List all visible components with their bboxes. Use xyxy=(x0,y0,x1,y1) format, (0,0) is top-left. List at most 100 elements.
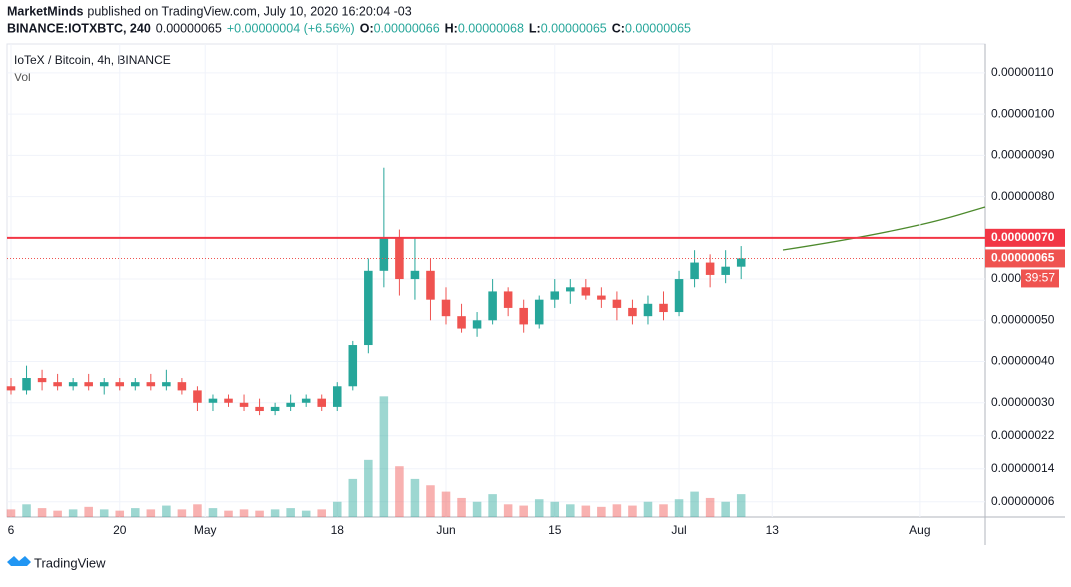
ohlc-label: C: xyxy=(612,21,625,35)
x-tick-label: 13 xyxy=(766,523,780,537)
volume-bar xyxy=(68,509,78,517)
volume-bar xyxy=(628,505,637,517)
volume-bar xyxy=(146,509,156,517)
volume-bar xyxy=(6,509,16,517)
candle-body xyxy=(612,299,622,308)
volume-bar xyxy=(690,491,699,517)
volume-bar xyxy=(379,396,389,517)
volume-bar xyxy=(566,504,575,517)
volume-bar xyxy=(426,485,435,517)
candle-body xyxy=(721,266,730,275)
candle-body xyxy=(395,237,404,280)
volume-bar xyxy=(612,504,622,517)
volume-bar xyxy=(99,509,109,517)
x-tick-label: 20 xyxy=(113,523,127,537)
y-tick-label: 0.00000030 xyxy=(991,395,1055,409)
candle-body xyxy=(177,382,187,391)
candle-body xyxy=(115,382,125,387)
volume-bar xyxy=(224,510,233,517)
candle-body xyxy=(224,398,233,403)
volume-bar xyxy=(131,508,140,517)
candle-body xyxy=(131,382,140,387)
y-tick-label: 0.00000014 xyxy=(991,461,1055,475)
ohlc-value: 0.00000068 xyxy=(458,21,524,35)
candle-body xyxy=(457,316,466,329)
candle-body xyxy=(68,382,78,387)
candle-body xyxy=(84,382,93,387)
volume-bar xyxy=(177,509,187,517)
volume-bar xyxy=(193,504,202,517)
volume-bar xyxy=(581,505,591,517)
candle-body xyxy=(364,270,373,346)
y-tick-label: 0.00000090 xyxy=(991,148,1055,162)
countdown-tag xyxy=(1021,269,1059,288)
volume-bar xyxy=(534,499,544,517)
symbol-row: BINANCE:IOTXBTC, 240 0.00000065 +0.0000000… xyxy=(7,21,691,35)
volume-bar xyxy=(441,491,451,517)
volume-bar xyxy=(674,499,684,517)
y-tick-label: 0.00000040 xyxy=(991,354,1055,368)
symbol: BINANCE:IOTXBTC, 240 xyxy=(7,21,151,35)
volume-bar xyxy=(550,501,560,517)
candle-body xyxy=(581,287,591,296)
x-tick-label: Jun xyxy=(436,523,455,537)
candle-body xyxy=(317,398,326,407)
candle-body xyxy=(208,398,218,403)
candle-body xyxy=(286,402,295,407)
candle-body xyxy=(53,382,62,387)
grid xyxy=(7,44,985,517)
candle-body xyxy=(162,382,171,387)
y-tick-label: 0.00000110 xyxy=(991,65,1054,79)
ohlc-value: 0.00000065 xyxy=(625,21,691,35)
x-tick-label: Aug xyxy=(909,523,930,537)
candle-body xyxy=(705,262,715,275)
volume-bar xyxy=(270,509,280,517)
volume-bar xyxy=(301,510,311,517)
volume-bar xyxy=(162,505,171,517)
volume-bar xyxy=(643,501,653,517)
candle-body xyxy=(426,270,435,300)
volume-bar xyxy=(721,501,730,517)
candle-body xyxy=(332,386,342,407)
candle-body xyxy=(379,237,389,271)
candle-body xyxy=(534,299,544,325)
candle-body xyxy=(301,398,311,403)
volume-bar xyxy=(364,459,373,517)
candle-body xyxy=(550,291,560,300)
candle-body xyxy=(99,382,109,387)
last-price-tag xyxy=(985,249,1065,268)
candle-body xyxy=(348,345,358,387)
volume-bar xyxy=(255,510,264,517)
candle-body xyxy=(566,287,575,292)
candle-body xyxy=(488,291,497,321)
volume-bar xyxy=(22,504,31,517)
candle-body xyxy=(239,402,249,407)
trend-curve xyxy=(782,206,986,251)
candle-body xyxy=(472,320,482,329)
volume-bar xyxy=(659,504,668,517)
x-tick-label: 6 xyxy=(8,523,15,537)
footer-brand: TradingView xyxy=(34,555,106,570)
candle-body xyxy=(193,390,202,403)
volume-bar xyxy=(115,510,125,517)
ohlc-value: 0.00000065 xyxy=(541,21,607,35)
volume-bar xyxy=(332,501,342,517)
pane xyxy=(6,43,986,518)
x-tick-label: 18 xyxy=(331,523,345,537)
volume-bar xyxy=(208,508,218,517)
candle-body xyxy=(37,378,47,383)
candle-body xyxy=(690,262,699,280)
x-tick-label: Jul xyxy=(671,523,686,537)
volume-bar xyxy=(395,466,404,517)
y-tick-label: 0.00000022 xyxy=(991,428,1055,442)
volume-bar xyxy=(457,497,466,517)
volume-legend: Vol xyxy=(14,70,31,84)
published: published on TradingView.com, July 10, 2… xyxy=(87,4,411,18)
candle-body xyxy=(22,378,31,391)
candle-body xyxy=(146,382,156,387)
volume-bar xyxy=(488,494,497,517)
volume-bar xyxy=(705,497,715,517)
author: MarketMinds xyxy=(7,4,83,18)
volume-bar xyxy=(597,506,606,517)
